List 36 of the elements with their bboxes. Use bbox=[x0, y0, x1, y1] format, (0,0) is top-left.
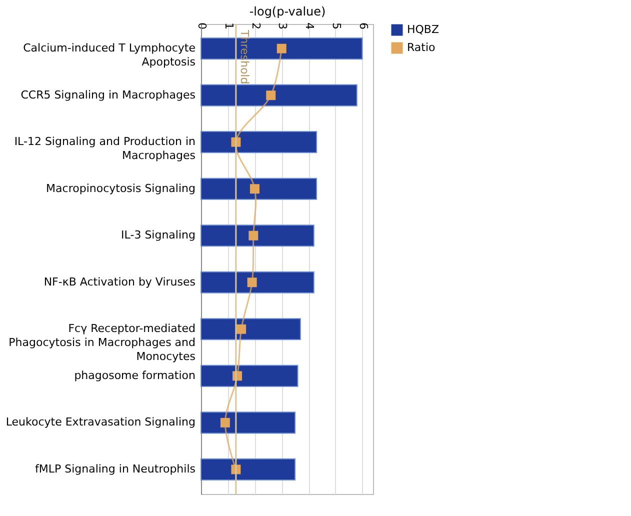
bar bbox=[200, 224, 314, 247]
x-tick-label: 3 bbox=[276, 22, 290, 30]
y-tick-label: Calcium-induced T Lymphocyte Apoptosis bbox=[23, 42, 196, 69]
bar bbox=[200, 458, 296, 480]
x-axis-title: -log(p-value) bbox=[249, 4, 326, 18]
x-tick-label: 1 bbox=[222, 22, 236, 30]
point bbox=[220, 418, 230, 428]
point bbox=[250, 184, 260, 194]
bar bbox=[200, 178, 318, 200]
point bbox=[266, 90, 276, 100]
y-tick-label: NF-κB Activation by Viruses bbox=[44, 275, 196, 288]
point bbox=[236, 324, 246, 334]
y-tick-label: fMLP Signaling in Neutrophils bbox=[34, 462, 196, 476]
x-tick-label: 6 bbox=[356, 22, 370, 30]
bar bbox=[200, 318, 301, 340]
x-tick-label: 4 bbox=[303, 22, 316, 30]
legend-label: HQBZ bbox=[407, 23, 440, 36]
point bbox=[248, 230, 258, 240]
x-tick-label: 2 bbox=[249, 22, 262, 30]
x-tick-label: 5 bbox=[330, 22, 343, 30]
bar bbox=[200, 131, 318, 154]
bar bbox=[200, 271, 314, 294]
bar bbox=[200, 364, 298, 387]
y-tick-label: IL-12 Signaling and Production in Macrophages bbox=[14, 135, 196, 162]
point bbox=[247, 278, 257, 288]
y-tick-label: CCR5 Signaling in Macrophages bbox=[20, 88, 196, 102]
point bbox=[276, 44, 286, 54]
bar bbox=[200, 84, 358, 106]
ref-line-label: Threshold bbox=[238, 29, 251, 84]
y-tick-label: phagosome formation bbox=[74, 368, 196, 382]
y-tick-label: IL-3 Signaling bbox=[121, 228, 196, 242]
y-tick-label: Macropinocytosis Signaling bbox=[46, 182, 196, 195]
y-tick-label: Leukocyte Extravasation Signaling bbox=[6, 416, 196, 429]
y-tick-label: Fcγ Receptor-mediated Phagocytosis in Macrophages and Monocytes bbox=[8, 322, 196, 364]
legend-label: Ratio bbox=[407, 41, 436, 54]
bar bbox=[200, 412, 296, 434]
